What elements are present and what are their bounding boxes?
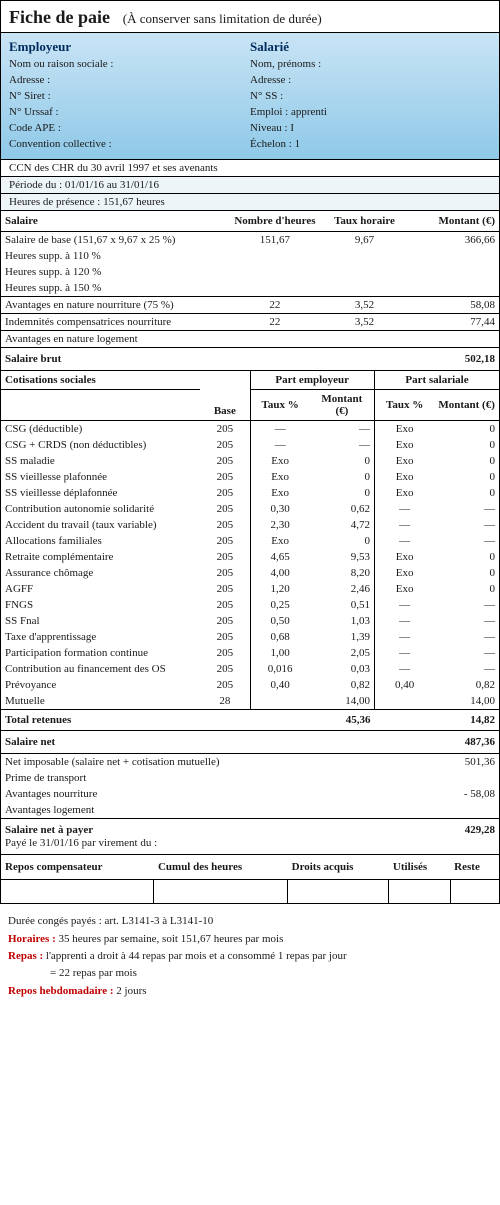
employee-name: Nom, prénoms : [250, 57, 491, 73]
employee-ss: N° SS : [250, 89, 491, 105]
cotisation-row: CSG + CRDS (non déductibles) 205 — — Exo… [1, 437, 499, 453]
cotisation-row: Allocations familiales 205 Exo 0 — — [1, 533, 499, 549]
cotisation-row: Participation formation continue 205 1,0… [1, 645, 499, 661]
sal-h-label: Salaire [1, 211, 230, 232]
cotisation-row: SS vieillesse plafonnée 205 Exo 0 Exo 0 [1, 469, 499, 485]
payer-montant: 429,28 [375, 818, 500, 837]
adjust-row: Avantages logement [1, 802, 499, 819]
cot-h-label: Cotisations sociales [1, 370, 200, 389]
repos-h4: Reste [450, 855, 499, 880]
cotisation-row: Assurance chômage 205 4,00 8,20 Exo 0 [1, 565, 499, 581]
payslip: Fiche de paie (À conserver sans limitati… [0, 0, 500, 904]
repos-h0: Repos compensateur [1, 855, 154, 880]
sal-h-hours: Nombre d'heures [230, 211, 320, 232]
cotisation-row: SS Fnal 205 0,50 1,03 — — [1, 613, 499, 629]
cotisation-row: Contribution autonomie solidarité 205 0,… [1, 501, 499, 517]
repos-table: Repos compensateur Cumul des heures Droi… [1, 855, 499, 904]
horaires-line: Horaires : 35 heures par semaine, soit 1… [8, 932, 492, 947]
hebdo-line: Repos hebdomadaire : 2 jours [8, 984, 492, 999]
payer-label: Salaire net à payer [1, 818, 375, 837]
adjust-row: Avantages nourriture- 58,08 [1, 786, 499, 802]
heures-line: Heures de présence : 151,67 heures [1, 194, 499, 211]
cotisation-row: Accident du travail (taux variable) 205 … [1, 517, 499, 533]
cot-h-sm: Montant (€) [434, 389, 499, 420]
footer: Durée congés payés : art. L3141-3 à L314… [0, 904, 500, 1007]
employer-urssaf: N° Urssaf : [9, 105, 250, 121]
repos-h2: Droits acquis [288, 855, 389, 880]
brut-label: Salaire brut [1, 347, 230, 370]
cotisation-row: Mutuelle 28 14,00 14,00 [1, 693, 499, 710]
cotisation-row: FNGS 205 0,25 0,51 — — [1, 597, 499, 613]
employer-col: Employeur Nom ou raison sociale : Adress… [9, 39, 250, 153]
brut-montant: 502,18 [409, 347, 499, 370]
total-em: 45,36 [310, 709, 375, 730]
adjust-row: Net imposable (salaire net + cotisation … [1, 753, 499, 770]
salaire-row: Avantages en nature logement [1, 330, 499, 347]
repos-h3: Utilisés [389, 855, 450, 880]
cotisation-row: CSG (déductible) 205 — — Exo 0 [1, 420, 499, 437]
employer-ape: Code APE : [9, 121, 250, 137]
cotisation-row: Contribution au financement des OS 205 0… [1, 661, 499, 677]
cotisation-row: SS vieillesse déplafonnée 205 Exo 0 Exo … [1, 485, 499, 501]
cotisation-row: Prévoyance 205 0,40 0,82 0,40 0,82 [1, 677, 499, 693]
cot-h-base: Base [200, 370, 250, 420]
employee-address: Adresse : [250, 73, 491, 89]
cot-h-em: Montant (€) [310, 389, 375, 420]
employer-heading: Employeur [9, 39, 250, 55]
employee-echelon: Échelon : 1 [250, 137, 491, 153]
adjust-row: Prime de transport [1, 770, 499, 786]
payer-sub: Payé le 31/01/16 par virement du : [1, 837, 375, 855]
cot-h-st: Taux % [374, 389, 434, 420]
salaire-row: Heures supp. à 120 % [1, 264, 499, 280]
cotisations-table: Cotisations sociales Base Part employeur… [1, 370, 499, 730]
cotisation-row: AGFF 205 1,20 2,46 Exo 0 [1, 581, 499, 597]
salaire-table: Salaire Nombre d'heures Taux horaire Mon… [1, 211, 499, 370]
net-label: Salaire net [1, 730, 375, 753]
salaire-row: Avantages en nature nourriture (75 %) 22… [1, 296, 499, 313]
salaire-row: Salaire de base (151,67 x 9,67 x 25 %) 1… [1, 231, 499, 248]
repos-h1: Cumul des heures [154, 855, 288, 880]
title-row: Fiche de paie (À conserver sans limitati… [1, 1, 499, 32]
employer-siret: N° Siret : [9, 89, 250, 105]
total-label: Total retenues [1, 709, 200, 730]
doc-subtitle: (À conserver sans limitation de durée) [123, 11, 322, 26]
salaire-row: Indemnités compensatrices nourriture 22 … [1, 313, 499, 330]
employee-niveau: Niveau : I [250, 121, 491, 137]
salaire-row: Heures supp. à 150 % [1, 280, 499, 297]
employer-address: Adresse : [9, 73, 250, 89]
net-montant: 487,36 [375, 730, 500, 753]
header-block: Employeur Nom ou raison sociale : Adress… [1, 32, 499, 160]
cotisation-row: Retraite complémentaire 205 4,65 9,53 Ex… [1, 549, 499, 565]
repas-line2: = 22 repas par mois [8, 966, 492, 981]
employee-col: Salarié Nom, prénoms : Adresse : N° SS :… [250, 39, 491, 153]
net-table: Salaire net 487,36 Net imposable (salair… [1, 730, 499, 855]
cot-h-emp: Part employeur [250, 370, 374, 389]
employee-heading: Salarié [250, 39, 491, 55]
conges-line: Durée congés payés : art. L3141-3 à L314… [8, 914, 492, 929]
repas-line: Repas : l'apprenti a droit à 44 repas pa… [8, 949, 492, 964]
total-sm: 14,82 [434, 709, 499, 730]
employer-name: Nom ou raison sociale : [9, 57, 250, 73]
ccn-line: CCN des CHR du 30 avril 1997 et ses aven… [1, 160, 499, 177]
cot-h-et: Taux % [250, 389, 310, 420]
periode-line: Période du : 01/01/16 au 31/01/16 [1, 177, 499, 194]
cot-h-sal: Part salariale [374, 370, 499, 389]
salaire-row: Heures supp. à 110 % [1, 248, 499, 264]
employer-convention: Convention collective : [9, 137, 250, 153]
sal-h-montant: Montant (€) [409, 211, 499, 232]
doc-title: Fiche de paie [9, 7, 110, 27]
cotisation-row: SS maladie 205 Exo 0 Exo 0 [1, 453, 499, 469]
employee-emploi: Emploi : apprenti [250, 105, 491, 121]
cotisation-row: Taxe d'apprentissage 205 0,68 1,39 — — [1, 629, 499, 645]
sal-h-taux: Taux horaire [320, 211, 410, 232]
